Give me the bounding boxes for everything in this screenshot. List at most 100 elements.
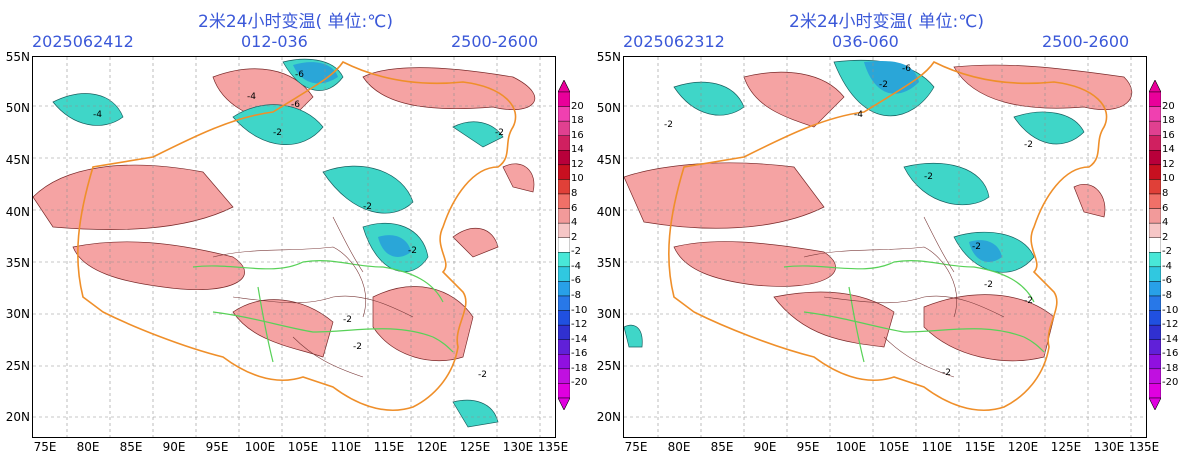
height-range: 2500-2600 (1042, 32, 1130, 51)
map-area: -6 -4 -2 -2 -2 -2 -2 -2 -2 -2 (623, 56, 1147, 438)
lat-label: 35N (596, 256, 621, 270)
colorbar-label: -6 (1162, 275, 1172, 287)
lon-label: 135E (537, 440, 569, 454)
colorbar-swatch (558, 354, 570, 370)
lat-lon-grid (33, 57, 555, 437)
colorbar-label: -12 (571, 319, 588, 331)
colorbar-label: 10 (1162, 173, 1175, 185)
colorbar-label: -4 (571, 260, 581, 272)
colorbar-swatch (558, 310, 570, 326)
colorbar-label: 18 (1162, 115, 1175, 127)
colorbar-swatch (558, 324, 570, 340)
colorbar-swatch (1149, 295, 1161, 311)
colorbar-swatch (1149, 324, 1161, 340)
lon-label: 105E (878, 440, 910, 454)
colorbar (558, 80, 570, 410)
colorbar-swatch (558, 339, 570, 355)
colorbar-swatch (558, 266, 570, 282)
colorbar-label: 4 (1162, 217, 1169, 229)
colorbar-swatch (558, 106, 570, 122)
contour-label: -6 (291, 100, 300, 110)
lon-label: 85E (119, 440, 143, 454)
lon-label: 115E (964, 440, 996, 454)
colorbar-arrow-top (558, 80, 570, 93)
colorbar-label: 6 (1162, 202, 1169, 214)
lat-label: 40N (596, 205, 621, 219)
contour-label: -2 (879, 80, 888, 90)
colorbar-swatch (1149, 354, 1161, 370)
lon-label: 120E (1007, 440, 1039, 454)
forecast-range: 012-036 (241, 32, 308, 51)
lon-label: 85E (710, 440, 734, 454)
colorbar-label: 6 (571, 202, 578, 214)
lat-label: 55N (5, 50, 30, 64)
colorbar-swatch (558, 295, 570, 311)
lon-label: 110E (921, 440, 953, 454)
lat-label: 30N (5, 307, 30, 321)
colorbar-label: -6 (571, 275, 581, 287)
lon-label: 135E (1128, 440, 1160, 454)
lon-label: 110E (330, 440, 362, 454)
colorbar-label: -16 (1162, 348, 1179, 360)
contour-label: -2 (1024, 140, 1033, 150)
lat-label: 20N (5, 410, 30, 424)
colorbar-arrow-bottom (558, 397, 570, 410)
lon-label: 95E (796, 440, 820, 454)
colorbar-swatch (558, 281, 570, 297)
lon-label: 80E (667, 440, 691, 454)
colorbar-label: 14 (1162, 144, 1175, 156)
lon-label: 130E (502, 440, 534, 454)
contour-label: -2 (972, 242, 981, 252)
colorbar-label: -8 (1162, 290, 1172, 301)
colorbar-swatch (1149, 150, 1161, 166)
colorbar-swatch (1149, 383, 1161, 399)
colorbar-label: -20 (1162, 377, 1179, 389)
national-boundary (668, 60, 1108, 411)
lat-label: 25N (5, 359, 30, 373)
lon-label: 120E (416, 440, 448, 454)
colorbar-label: -8 (571, 290, 581, 301)
lon-label: 130E (1093, 440, 1125, 454)
contour-label: -2 (478, 370, 487, 380)
colorbar-swatch (558, 222, 570, 238)
colorbar-label: -18 (571, 362, 588, 374)
province-boundaries (803, 216, 1005, 378)
contour-label: -2 (664, 120, 673, 130)
contour-labels: -6 -4 -2 -2 -2 -2 -2 -2 -2 -2 (664, 64, 1033, 378)
lat-label: 40N (5, 205, 30, 219)
contour-labels: -6 -4 -6 -4 -2 -2 -2 -2 -2 -2 -2 (93, 70, 504, 380)
colorbar-label: 16 (1162, 129, 1175, 141)
colorbar-label: 12 (571, 158, 584, 170)
lon-label: 75E (624, 440, 648, 454)
lat-label: 35N (5, 256, 30, 270)
temperature-map: -6 -4 -2 -2 -2 -2 -2 -2 -2 -2 (624, 57, 1146, 437)
colorbar-label: 4 (571, 217, 578, 229)
colorbar-label: 10 (571, 173, 584, 185)
colorbar-swatch (558, 179, 570, 195)
colorbar-label: -12 (1162, 319, 1179, 331)
colorbar-label: 14 (571, 144, 584, 156)
contour-label: -6 (902, 64, 911, 74)
lat-label: 55N (596, 50, 621, 64)
lon-label: 90E (753, 440, 777, 454)
chart-title: 2米24小时变温( 单位:℃) (789, 12, 984, 32)
colorbar-swatch (1149, 91, 1161, 107)
contour-label: -6 (295, 70, 304, 80)
colorbar-swatch (1149, 106, 1161, 122)
temperature-map: -6 -4 -6 -4 -2 -2 -2 -2 -2 -2 -2 (33, 57, 555, 437)
lat-label: 45N (596, 153, 621, 167)
colorbar-swatch (1149, 281, 1161, 297)
lon-label: 115E (373, 440, 405, 454)
lat-label: 45N (5, 153, 30, 167)
colorbar-arrow-top (1149, 80, 1161, 93)
colorbar-label: -20 (571, 377, 588, 389)
colorbar-swatch (558, 91, 570, 107)
colorbar-label: 2 (571, 231, 578, 243)
colorbar-swatch (1149, 120, 1161, 136)
colorbar-label: 16 (571, 129, 584, 141)
colorbar-swatch (558, 164, 570, 180)
colorbar-swatch (558, 383, 570, 399)
colorbar-label: -16 (571, 348, 588, 360)
colorbar-swatch (1149, 135, 1161, 151)
map-area: -6 -4 -6 -4 -2 -2 -2 -2 -2 -2 -2 (32, 56, 556, 438)
